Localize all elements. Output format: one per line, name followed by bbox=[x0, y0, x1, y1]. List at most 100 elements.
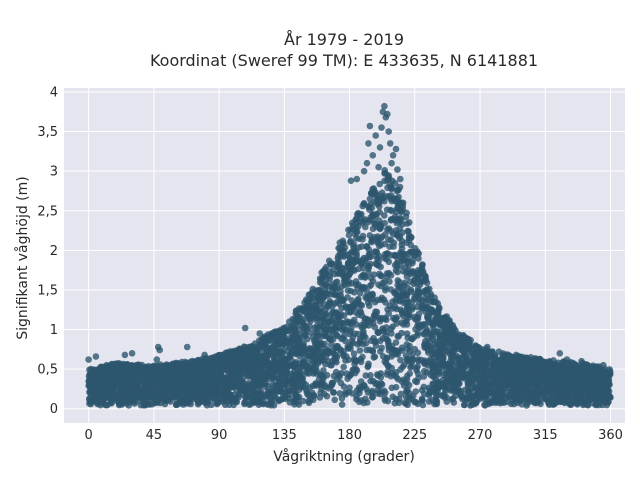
data-point bbox=[362, 340, 370, 347]
data-point bbox=[241, 343, 249, 351]
data-point bbox=[344, 375, 352, 383]
data-point bbox=[518, 362, 526, 369]
data-point bbox=[296, 378, 303, 385]
data-point bbox=[406, 390, 413, 397]
data-point bbox=[448, 354, 455, 362]
data-point bbox=[486, 372, 494, 380]
data-point bbox=[229, 348, 237, 355]
data-point bbox=[362, 372, 370, 379]
data-point bbox=[300, 383, 307, 391]
data-point bbox=[403, 220, 411, 227]
data-point bbox=[399, 229, 406, 236]
data-point bbox=[374, 329, 382, 337]
data-point bbox=[263, 335, 270, 343]
data-point bbox=[414, 363, 421, 370]
data-point bbox=[325, 319, 333, 327]
data-point bbox=[355, 265, 363, 273]
data-point bbox=[431, 358, 438, 366]
data-point bbox=[405, 268, 412, 275]
data-point bbox=[371, 338, 379, 346]
data-point bbox=[523, 402, 530, 409]
data-point bbox=[438, 392, 445, 399]
data-point bbox=[394, 217, 401, 224]
data-point bbox=[281, 381, 289, 388]
data-point bbox=[280, 365, 288, 372]
data-point bbox=[346, 330, 354, 338]
data-point bbox=[391, 316, 399, 323]
data-point bbox=[469, 360, 477, 368]
data-point bbox=[213, 399, 221, 407]
data-point bbox=[355, 330, 362, 338]
data-point bbox=[394, 281, 402, 289]
data-point bbox=[377, 272, 385, 280]
data-point bbox=[314, 287, 322, 294]
data-point bbox=[341, 244, 349, 251]
data-point bbox=[570, 365, 578, 372]
data-point bbox=[296, 313, 303, 321]
data-point bbox=[385, 236, 392, 243]
data-point bbox=[289, 380, 296, 388]
data-point bbox=[276, 396, 284, 404]
data-point bbox=[314, 356, 322, 364]
data-point bbox=[488, 387, 495, 395]
data-point bbox=[170, 385, 177, 392]
data-point bbox=[411, 293, 419, 301]
data-point bbox=[323, 371, 331, 379]
data-point bbox=[318, 342, 326, 349]
data-point bbox=[454, 354, 462, 362]
data-point bbox=[124, 382, 132, 390]
data-point bbox=[466, 388, 474, 396]
data-point bbox=[307, 317, 314, 325]
data-point bbox=[361, 274, 369, 281]
data-point bbox=[433, 328, 440, 336]
data-point bbox=[365, 322, 373, 329]
data-point bbox=[317, 372, 325, 379]
data-point bbox=[262, 374, 270, 382]
data-point bbox=[338, 335, 345, 343]
data-point bbox=[208, 401, 215, 409]
data-point bbox=[307, 329, 314, 336]
data-point bbox=[421, 360, 429, 368]
data-point bbox=[539, 388, 546, 395]
data-point bbox=[406, 396, 414, 404]
data-point bbox=[167, 398, 174, 405]
data-point bbox=[440, 362, 448, 369]
data-point bbox=[113, 364, 121, 371]
data-point bbox=[394, 232, 401, 239]
data-point bbox=[324, 358, 332, 365]
data-point bbox=[392, 298, 400, 305]
data-point bbox=[363, 243, 371, 251]
data-point bbox=[498, 386, 505, 393]
data-point bbox=[362, 223, 369, 231]
data-point bbox=[340, 324, 347, 331]
data-point bbox=[498, 367, 506, 375]
data-point bbox=[391, 251, 398, 259]
data-point bbox=[350, 316, 358, 324]
data-point bbox=[170, 391, 177, 399]
data-point bbox=[454, 345, 462, 353]
data-point bbox=[293, 307, 300, 315]
data-point bbox=[336, 373, 343, 381]
data-point bbox=[404, 372, 411, 380]
data-point bbox=[299, 397, 307, 405]
data-point bbox=[473, 381, 481, 389]
data-point bbox=[417, 269, 424, 276]
data-point bbox=[393, 348, 401, 355]
data-point bbox=[331, 396, 339, 404]
data-point bbox=[86, 400, 93, 407]
data-point bbox=[257, 365, 264, 372]
data-point bbox=[506, 367, 513, 375]
data-point bbox=[284, 355, 292, 362]
data-point bbox=[390, 371, 398, 379]
data-point bbox=[116, 371, 123, 379]
data-point bbox=[286, 338, 293, 346]
data-point bbox=[397, 262, 404, 270]
data-point bbox=[403, 330, 411, 338]
data-point bbox=[353, 215, 360, 222]
data-point bbox=[316, 394, 324, 401]
data-point bbox=[353, 392, 360, 400]
data-point bbox=[397, 390, 405, 398]
data-point bbox=[305, 370, 313, 377]
data-point bbox=[107, 386, 115, 394]
data-point bbox=[333, 309, 340, 316]
